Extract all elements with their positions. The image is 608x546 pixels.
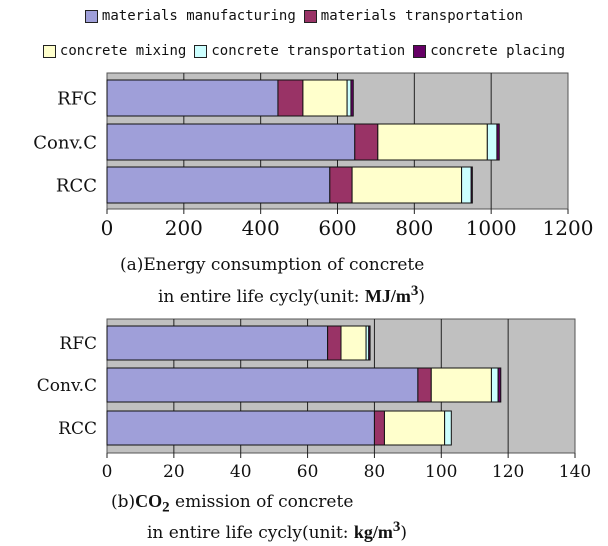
bar-conv-c-concrete-mixing [430,367,492,403]
bar-rcc-materials-transportation [373,410,385,446]
category-label-conv-c: Conv.C [37,376,97,396]
bar-conv-c-concrete-placing [496,123,500,161]
bar-conv-c-concrete-placing [497,367,502,403]
bar-rcc-materials-manufacturing [106,166,331,204]
x-tick-label: 60 [297,462,319,482]
energy-chart: 0 200 400 600 800 1000 1200 RFC Conv.C RCC [33,72,594,240]
bar-rfc-materials-transportation [327,325,342,361]
caption-b-line-2: in entire life cycly(unit: kg/m3) [147,519,407,543]
category-label-rfc: RFC [57,88,97,109]
bar-conv-c-materials-manufacturing [106,123,356,161]
legend-row-1: materials manufacturing materials transp… [0,8,608,24]
caption-b-suffix: emission of concrete [169,492,354,512]
legend-label-concrete-transportation: concrete transportation [211,43,406,59]
x-tick-label: 40 [230,462,252,482]
caption-b-co2-sub: 2 [162,499,170,516]
bar-rfc-concrete-mixing [302,79,348,117]
bar-rcc-concrete-placing [470,166,473,204]
bar-conv-c-concrete-transportation [490,367,499,403]
x-tick-label: 120 [492,462,524,482]
caption-b-line-1: (b)CO2 emission of concrete [111,491,353,517]
legend-swatch-concrete-mixing [42,44,56,58]
caption-b-line2-prefix: in entire life cycly(unit: [147,523,354,543]
x-tick-label: 600 [318,216,356,240]
bar-rfc-concrete-mixing [340,325,367,361]
legend-item-concrete-placing: concrete placing [413,43,565,59]
bar-rcc-concrete-mixing [351,166,463,204]
caption-b-unit-sup: 3 [392,519,401,535]
x-tick-label: 1200 [543,216,594,240]
x-tick-label: 100 [425,462,457,482]
legend-swatch-materials-manufacturing [84,9,98,23]
legend-label-concrete-placing: concrete placing [430,43,566,59]
legend-swatch-materials-transportation [303,9,317,23]
legend-item-concrete-mixing: concrete mixing [42,43,187,59]
legend-swatch-concrete-transportation [194,44,208,58]
caption-a-unit: MJ/m3 [364,283,419,306]
category-label-conv-c: Conv.C [33,132,97,153]
legend-swatch-concrete-placing [413,44,427,58]
bar-rfc-materials-manufacturing [106,325,329,361]
legend-label-concrete-mixing: concrete mixing [59,43,187,59]
legend-label-materials-transportation: materials transportation [320,8,524,24]
caption-b-unit: kg/m3 [353,519,401,542]
legend-item-materials-transportation: materials transportation [303,8,524,24]
caption-b-co2-text: CO [135,491,163,511]
legend-label-materials-manufacturing: materials manufacturing [101,8,296,24]
x-tick-label: 0 [101,216,114,240]
bar-rcc-concrete-transportation [444,410,452,446]
bar-conv-c-concrete-mixing [377,123,488,161]
caption-b-co2: CO2 [135,491,170,516]
category-label-rcc: RCC [56,175,97,196]
x-tick-label: 800 [395,216,433,240]
caption-a-unit-text: MJ/m [364,286,411,306]
bar-rfc-concrete-placing [368,325,371,361]
bar-rfc-concrete-placing [350,79,354,117]
caption-b-line2-suffix: ) [400,523,408,543]
caption-b-prefix: (b) [111,492,136,512]
bar-rcc-concrete-mixing [383,410,446,446]
legend-item-materials-manufacturing: materials manufacturing [84,8,296,24]
category-label-rfc: RFC [59,334,97,354]
x-tick-label: 0 [102,462,113,482]
x-tick-label: 80 [364,462,386,482]
bar-conv-c-materials-manufacturing [106,367,419,403]
bar-conv-c-materials-transportation [417,367,432,403]
legend-item-concrete-transportation: concrete transportation [194,43,405,59]
x-tick-label: 140 [559,462,591,482]
bar-rfc-materials-manufacturing [106,79,279,117]
caption-a-line-1: (a)Energy consumption of concrete [120,255,425,275]
bar-rcc-materials-manufacturing [106,410,375,446]
caption-a-suffix: ) [418,287,426,307]
x-tick-label: 20 [163,462,185,482]
category-label-rcc: RCC [58,419,97,439]
caption-b-unit-text: kg/m [353,522,393,542]
legend-row-2: concrete mixing concrete transportation … [0,43,608,59]
caption-a-line-2: in entire life cycly(unit: MJ/m3) [158,283,425,307]
x-tick-label: 1000 [466,216,517,240]
x-tick-label: 200 [165,216,203,240]
x-tick-label: 400 [242,216,280,240]
caption-a-unit-sup: 3 [410,283,419,299]
caption-a-prefix: in entire life cycly(unit: [158,287,365,307]
